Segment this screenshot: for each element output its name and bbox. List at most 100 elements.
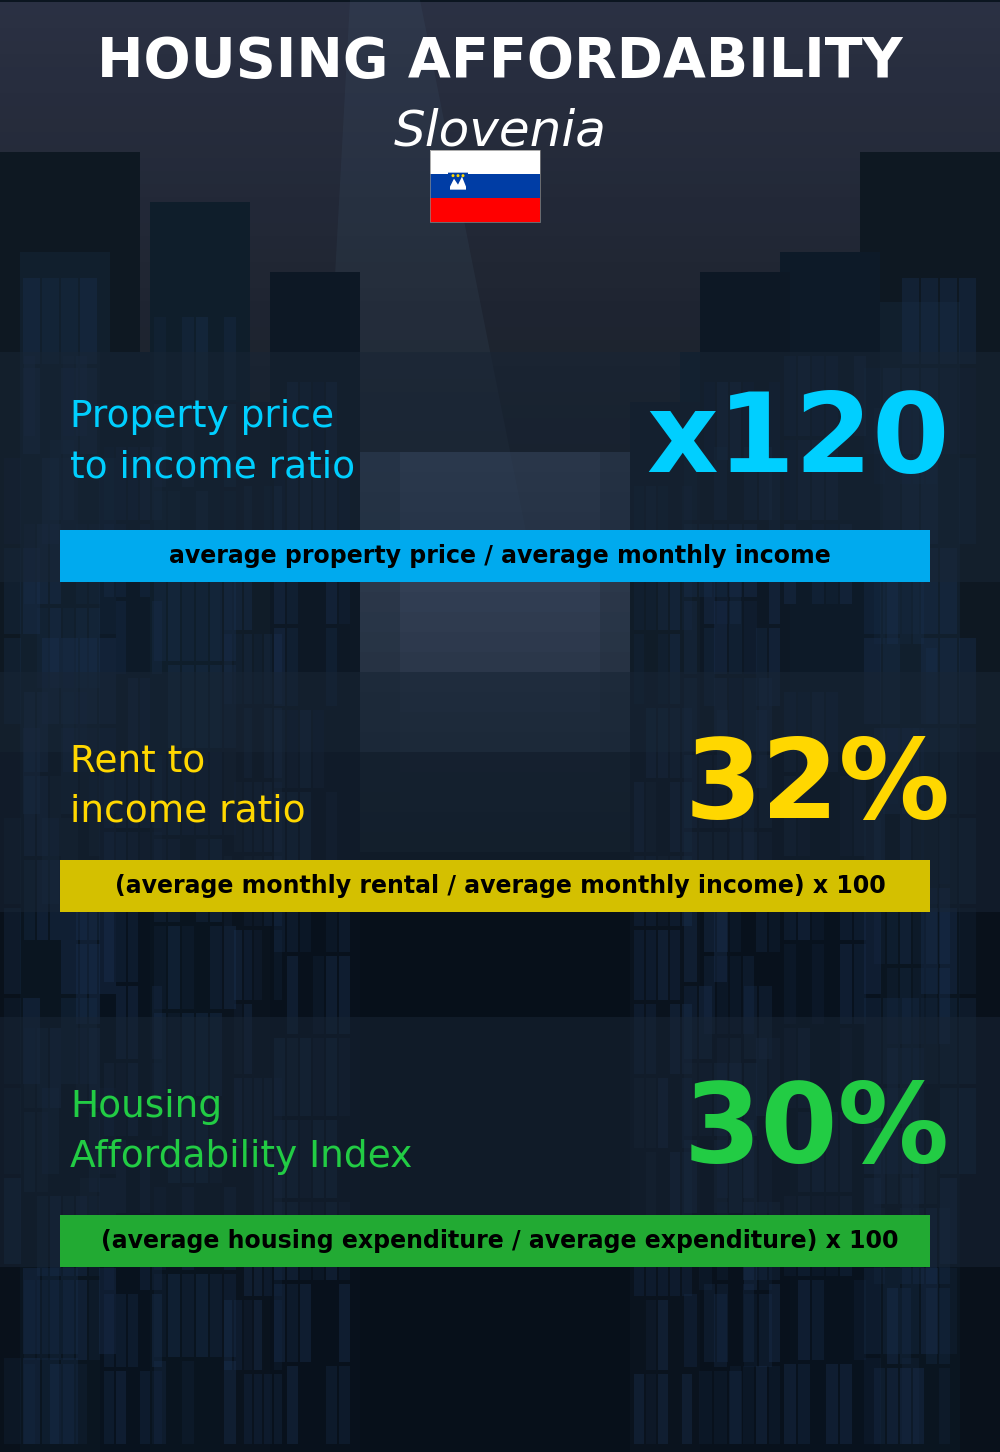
Bar bbox=[224, 491, 236, 574]
Bar bbox=[0, 353, 1000, 366]
Bar bbox=[840, 944, 852, 1024]
Bar bbox=[800, 772, 1000, 791]
Bar bbox=[140, 524, 150, 597]
Bar bbox=[274, 629, 285, 706]
Bar bbox=[196, 752, 208, 835]
Bar bbox=[168, 491, 180, 574]
Bar bbox=[798, 1028, 810, 1108]
Bar bbox=[744, 601, 757, 674]
Bar bbox=[89, 775, 100, 857]
Bar bbox=[670, 783, 680, 852]
Bar bbox=[840, 1112, 852, 1192]
Bar bbox=[274, 1038, 285, 1117]
Bar bbox=[0, 340, 1000, 353]
Bar bbox=[254, 929, 262, 1000]
Bar bbox=[874, 1208, 885, 1284]
Bar bbox=[744, 832, 757, 905]
Bar bbox=[80, 998, 97, 1085]
Bar bbox=[744, 986, 757, 1059]
Bar bbox=[658, 560, 668, 630]
Bar bbox=[154, 752, 166, 835]
Bar bbox=[300, 710, 311, 788]
Bar bbox=[200, 452, 400, 472]
Bar bbox=[658, 635, 668, 704]
Bar bbox=[600, 632, 800, 652]
Bar bbox=[0, 613, 1000, 626]
Bar bbox=[913, 1368, 924, 1443]
Bar bbox=[0, 392, 1000, 405]
Bar bbox=[0, 211, 1000, 224]
Bar bbox=[182, 578, 194, 661]
Bar bbox=[50, 608, 61, 688]
Bar bbox=[0, 41, 1000, 54]
Bar bbox=[104, 524, 114, 597]
Bar bbox=[224, 752, 236, 835]
Bar bbox=[200, 772, 400, 791]
Bar bbox=[769, 1038, 780, 1117]
Bar bbox=[182, 752, 194, 835]
Bar bbox=[326, 546, 337, 624]
Bar bbox=[744, 755, 757, 828]
Bar bbox=[0, 672, 1000, 912]
Bar bbox=[182, 317, 194, 399]
Bar bbox=[0, 351, 1000, 582]
Bar bbox=[99, 457, 116, 544]
Bar bbox=[326, 955, 337, 1034]
Text: Housing
Affordability Index: Housing Affordability Index bbox=[70, 1089, 412, 1175]
Bar bbox=[400, 611, 600, 632]
Bar bbox=[152, 755, 162, 828]
Polygon shape bbox=[448, 173, 468, 195]
Bar bbox=[902, 1088, 919, 1175]
Bar bbox=[0, 531, 200, 552]
Bar bbox=[200, 832, 400, 852]
Bar bbox=[646, 857, 656, 926]
Bar bbox=[940, 1178, 957, 1265]
Bar bbox=[646, 929, 656, 1000]
Bar bbox=[274, 791, 285, 870]
Bar bbox=[874, 889, 885, 964]
Bar bbox=[940, 998, 957, 1085]
Bar bbox=[80, 727, 97, 815]
Bar bbox=[287, 629, 298, 706]
Bar bbox=[759, 678, 772, 751]
Bar bbox=[339, 1366, 350, 1443]
Bar bbox=[63, 440, 74, 520]
Bar bbox=[826, 1363, 838, 1443]
Bar bbox=[224, 1361, 236, 1443]
Bar bbox=[684, 447, 697, 520]
Bar bbox=[182, 665, 194, 748]
Bar bbox=[200, 592, 400, 611]
Bar bbox=[0, 639, 1000, 652]
Bar bbox=[717, 1202, 728, 1281]
Bar bbox=[940, 1088, 957, 1175]
Bar bbox=[60, 1215, 930, 1268]
Bar bbox=[902, 727, 919, 815]
Bar bbox=[798, 693, 810, 772]
Bar bbox=[921, 998, 938, 1085]
Bar bbox=[326, 791, 337, 870]
Bar bbox=[900, 727, 911, 804]
Bar bbox=[743, 1202, 754, 1281]
Bar bbox=[264, 857, 272, 926]
Bar bbox=[116, 1371, 126, 1443]
Bar bbox=[717, 1284, 728, 1362]
Bar bbox=[864, 998, 881, 1085]
Bar bbox=[900, 1368, 911, 1443]
Bar bbox=[0, 523, 1000, 534]
Bar bbox=[874, 408, 885, 484]
Bar bbox=[274, 710, 285, 788]
Bar bbox=[940, 637, 957, 725]
Bar bbox=[646, 1077, 656, 1149]
Bar bbox=[234, 783, 242, 852]
Bar bbox=[37, 524, 48, 604]
Bar bbox=[264, 1151, 272, 1223]
Bar bbox=[940, 367, 957, 454]
Bar bbox=[0, 152, 140, 1452]
Bar bbox=[887, 727, 898, 804]
Bar bbox=[300, 382, 311, 460]
Bar bbox=[600, 611, 800, 632]
Bar bbox=[140, 755, 150, 828]
Bar bbox=[37, 1281, 48, 1361]
Bar bbox=[24, 1112, 35, 1192]
Bar bbox=[756, 629, 767, 706]
